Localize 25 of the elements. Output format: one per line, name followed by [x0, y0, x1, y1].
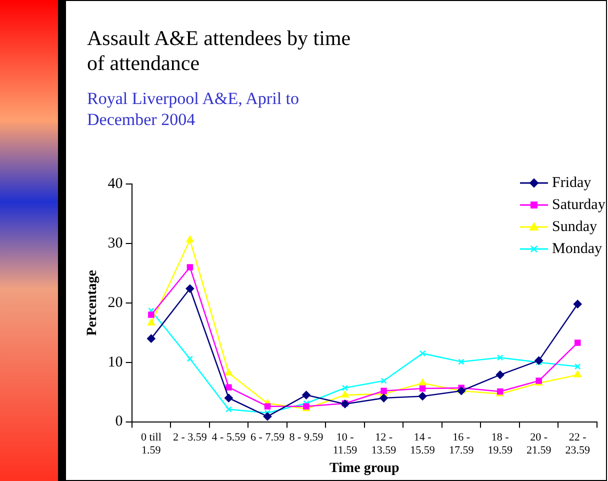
x-tick-label: 22 - 23.59	[565, 431, 590, 456]
y-tick-label: 0	[115, 414, 123, 430]
y-tick-label: 10	[108, 354, 123, 370]
x-tick-label: 6 - 7.59	[250, 431, 285, 444]
y-tick-label: 20	[108, 294, 123, 311]
legend-label: Sunday	[552, 218, 597, 236]
x-tick-label: 2 - 3.59	[172, 431, 208, 444]
y-tick-label: 30	[108, 235, 123, 252]
x-tick-label: 16 - 17.59	[448, 431, 474, 456]
x-axis-title: Time group	[329, 461, 400, 476]
y-tick-label: 40	[108, 176, 123, 192]
x-tick-label: 12 - 13.59	[371, 431, 397, 456]
legend-label: Monday	[552, 240, 602, 258]
chart-subtitle: Royal Liverpool A&E, April to December 2004	[87, 88, 300, 130]
x-tick-label: 8 - 9.59	[289, 431, 324, 444]
y-axis-title: Percentage	[85, 270, 100, 336]
legend-label: Friday	[552, 174, 592, 192]
x-tick-label: 18 - 19.59	[488, 431, 513, 456]
legend-label: Saturday	[552, 196, 606, 214]
x-tick-label: 10 - 11.59	[332, 431, 358, 456]
chart-title: Assault A&E attendees by time of attendance	[87, 26, 352, 76]
x-tick-label: 0 till 1.59	[140, 431, 162, 456]
x-tick-label: 20 - 21.59	[526, 431, 552, 456]
x-tick-label: 4 - 5.59	[212, 431, 246, 444]
x-tick-label: 14 - 15.59	[410, 431, 436, 456]
